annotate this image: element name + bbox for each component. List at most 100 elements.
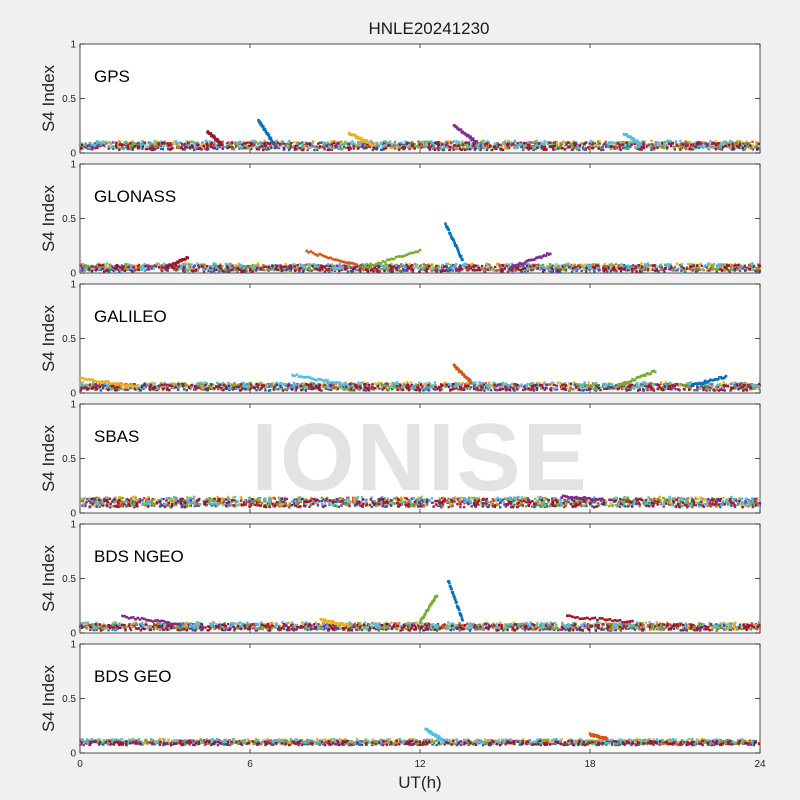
data-point — [602, 267, 605, 270]
data-point — [196, 141, 200, 144]
data-point — [505, 264, 508, 268]
data-point — [126, 146, 130, 149]
data-point — [706, 147, 710, 150]
data-point — [210, 145, 213, 148]
data-point — [758, 264, 762, 268]
data-point — [674, 140, 677, 143]
data-point — [677, 144, 681, 148]
data-point — [557, 269, 560, 272]
data-point — [462, 147, 465, 151]
data-point — [216, 138, 220, 141]
data-point — [493, 145, 497, 148]
data-point — [643, 263, 647, 266]
data-point — [151, 146, 155, 149]
data-point — [454, 387, 457, 390]
data-point — [370, 266, 373, 270]
data-point — [430, 140, 433, 143]
data-point — [583, 266, 586, 269]
data-point — [173, 140, 176, 144]
data-point — [216, 147, 219, 151]
data-point — [688, 145, 692, 148]
data-point — [259, 140, 262, 144]
data-point — [289, 265, 293, 268]
data-point — [535, 256, 538, 259]
data-point — [610, 264, 613, 267]
data-point — [122, 141, 126, 144]
data-point — [758, 267, 761, 270]
data-point — [390, 383, 393, 386]
data-point — [188, 268, 191, 271]
data-point — [631, 140, 634, 143]
data-point — [526, 269, 529, 273]
data-point — [136, 387, 139, 390]
data-point — [181, 262, 184, 266]
data-point — [539, 256, 543, 259]
data-point — [406, 265, 410, 268]
data-point — [325, 268, 328, 272]
data-point — [400, 141, 403, 145]
data-point — [751, 268, 754, 271]
data-point — [410, 384, 413, 387]
data-point — [565, 146, 569, 150]
data-point — [444, 264, 448, 267]
data-point — [444, 143, 448, 147]
data-point — [189, 143, 192, 146]
data-point — [660, 142, 664, 145]
data-point — [455, 142, 458, 145]
data-point — [226, 142, 229, 145]
data-point — [204, 265, 207, 268]
data-point — [321, 268, 325, 271]
data-point — [296, 264, 299, 267]
data-point — [320, 253, 324, 257]
data-point — [383, 140, 386, 143]
data-point — [381, 144, 385, 147]
data-point — [425, 143, 428, 146]
data-point — [670, 382, 673, 385]
data-point — [316, 147, 320, 150]
data-point — [243, 142, 247, 145]
data-point — [251, 270, 254, 273]
data-point — [144, 265, 147, 268]
data-point — [256, 262, 260, 265]
data-point — [377, 386, 380, 390]
data-point — [696, 387, 699, 390]
data-point — [334, 140, 337, 143]
data-point — [126, 263, 130, 266]
data-point — [245, 146, 248, 150]
data-point — [347, 263, 350, 267]
data-point — [509, 266, 512, 269]
data-point — [127, 265, 130, 269]
data-point — [614, 144, 617, 147]
data-point — [348, 265, 352, 268]
data-point — [706, 384, 709, 388]
data-point — [234, 264, 237, 267]
data-point — [515, 386, 518, 389]
data-point — [526, 266, 529, 269]
data-point — [636, 146, 640, 149]
data-point — [263, 128, 267, 131]
data-point — [483, 147, 486, 150]
data-point — [457, 144, 460, 147]
data-point — [368, 263, 372, 266]
data-point — [137, 146, 140, 149]
data-point — [699, 262, 702, 265]
data-point — [573, 142, 576, 145]
data-point — [107, 270, 111, 273]
data-point — [487, 146, 490, 149]
data-point — [326, 148, 329, 151]
data-point — [90, 148, 94, 151]
data-point — [581, 389, 584, 392]
data-point — [250, 267, 253, 270]
data-point — [444, 145, 448, 149]
data-point — [670, 265, 673, 268]
data-point — [586, 388, 589, 392]
data-point — [215, 268, 218, 272]
data-point — [490, 384, 493, 387]
data-point — [411, 269, 415, 272]
data-point — [641, 265, 644, 268]
data-point — [327, 145, 330, 148]
data-point — [113, 385, 117, 389]
data-point — [338, 259, 341, 262]
data-point — [688, 267, 691, 271]
data-point — [103, 145, 107, 148]
